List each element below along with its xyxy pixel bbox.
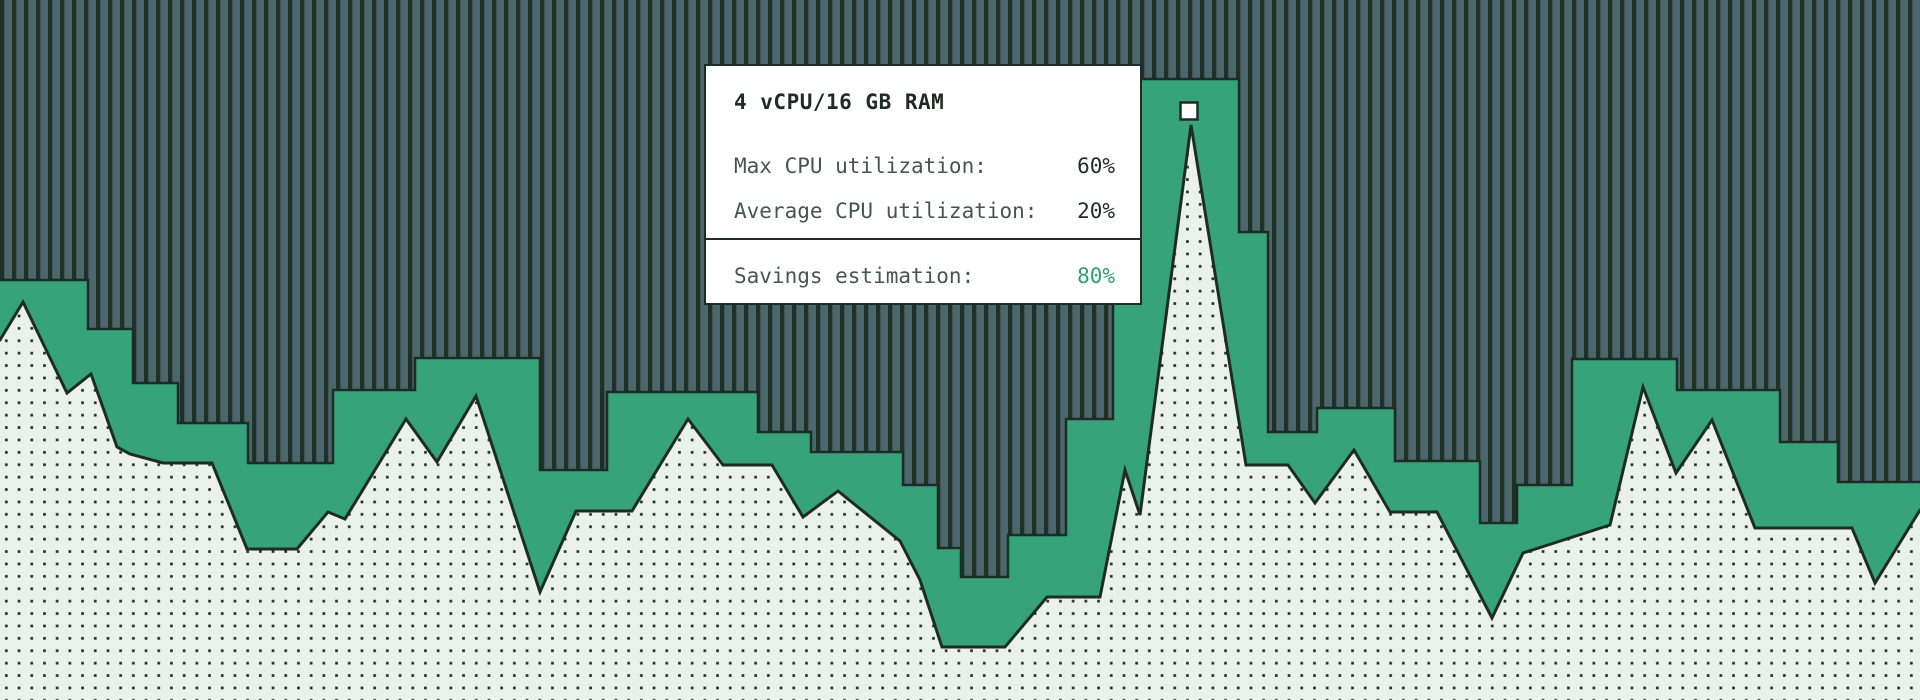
max-cpu-value: 60%	[1077, 154, 1115, 178]
average-cpu-label: Average CPU utilization:	[734, 199, 1038, 223]
tooltip-row-average-cpu: Average CPU utilization: 20%	[734, 198, 1115, 224]
tooltip-card: 4 vCPU/16 GB RAM Max CPU utilization: 60…	[704, 64, 1142, 305]
max-cpu-label: Max CPU utilization:	[734, 154, 987, 178]
tooltip-row-savings: Savings estimation: 80%	[734, 263, 1115, 289]
tooltip-instance-title: 4 vCPU/16 GB RAM	[734, 90, 945, 114]
savings-value: 80%	[1077, 264, 1115, 288]
cpu-usage-dotted-area	[0, 124, 1920, 700]
tooltip-divider	[706, 238, 1140, 240]
average-cpu-value: 20%	[1077, 199, 1115, 223]
savings-label: Savings estimation:	[734, 264, 975, 288]
peak-data-point-marker[interactable]	[1179, 101, 1199, 121]
tooltip-row-max-cpu: Max CPU utilization: 60%	[734, 153, 1115, 179]
